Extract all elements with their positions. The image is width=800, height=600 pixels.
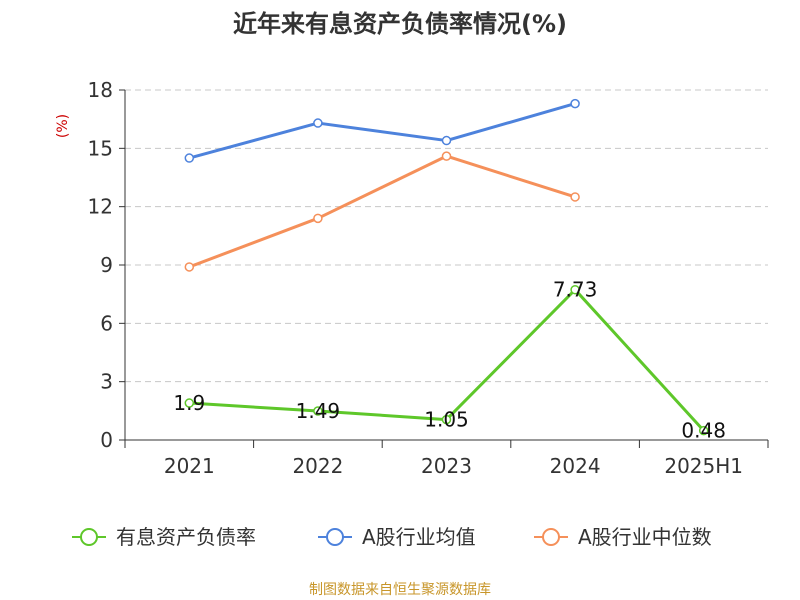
data-point (184, 153, 195, 163)
data-point (184, 398, 195, 408)
data-label: 1.05 (424, 408, 469, 432)
data-label: 0.48 (681, 419, 726, 443)
data-point (441, 135, 452, 146)
y-tick-label: 6 (100, 311, 113, 335)
legend-label: A股行业均值 (362, 525, 476, 549)
series-line (188, 154, 576, 269)
data-point (570, 192, 580, 202)
data-point (570, 284, 580, 295)
legend-marker (326, 528, 344, 546)
x-tick-label: 2024 (550, 454, 601, 478)
data-point (313, 118, 323, 128)
y-tick-label: 9 (100, 253, 113, 277)
legend-marker (80, 528, 98, 546)
legend-marker (542, 528, 560, 546)
legend-item-2[interactable]: A股行业中位数 (534, 525, 712, 549)
gridlines (125, 89, 768, 383)
legend[interactable]: 有息资产负债率 A股行业均值 A股行业中位数 (72, 525, 712, 549)
source-note: 制图数据来自恒生聚源数据库 (309, 582, 491, 598)
series-0 (184, 284, 709, 436)
data-label: 1.9 (173, 391, 205, 415)
data-point (184, 262, 195, 272)
y-axis-unit: (%) (55, 114, 71, 138)
legend-label: A股行业中位数 (578, 525, 712, 549)
data-point (313, 406, 323, 416)
y-tick-label: 18 (88, 78, 113, 102)
data-label: 1.49 (296, 399, 341, 423)
series-lines (184, 98, 709, 436)
legend-item-1[interactable]: A股行业均值 (318, 525, 476, 549)
data-label: 7.73 (553, 278, 598, 302)
data-point (441, 414, 452, 425)
legend-item-0[interactable]: 有息资产负债率 (72, 525, 256, 549)
x-tick-label: 2025H1 (664, 454, 743, 478)
legend-label: 有息资产负债率 (116, 525, 256, 549)
y-tick-label: 15 (88, 136, 113, 160)
axes: 0 3 6 9 12 15 18 2021 2022 2023 2024 2025H1 (88, 78, 769, 478)
series-2 (184, 151, 580, 272)
series-line (188, 102, 576, 160)
x-tick-label: 2022 (292, 454, 343, 478)
data-labels: 1.9 1.49 1.05 7.73 0.48 (173, 278, 726, 443)
data-point (698, 425, 709, 436)
chart-title: 近年来有息资产负债率情况(%) (233, 10, 567, 38)
data-point (313, 213, 323, 224)
series-1 (184, 98, 580, 163)
x-tick-label: 2023 (421, 454, 472, 478)
x-tick-label: 2021 (164, 454, 215, 478)
y-tick-label: 3 (100, 370, 113, 394)
data-point (441, 151, 452, 161)
y-tick-label: 12 (88, 195, 113, 219)
y-tick-label: 0 (100, 428, 113, 452)
data-point (570, 98, 580, 109)
